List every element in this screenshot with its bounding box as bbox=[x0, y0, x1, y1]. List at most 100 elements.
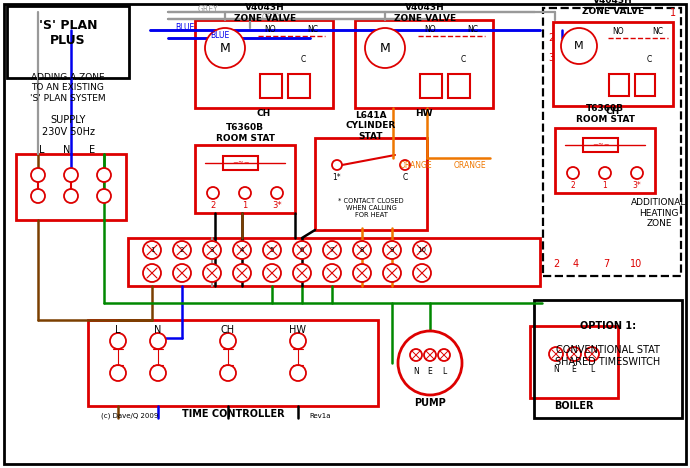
Circle shape bbox=[549, 347, 563, 361]
Bar bbox=[555, 128, 655, 193]
Circle shape bbox=[585, 347, 599, 361]
Circle shape bbox=[323, 241, 341, 259]
Text: 7: 7 bbox=[603, 259, 609, 269]
Bar bbox=[583, 138, 618, 152]
Circle shape bbox=[150, 365, 166, 381]
Text: 'S' PLAN
PLUS: 'S' PLAN PLUS bbox=[39, 19, 97, 47]
Text: 10: 10 bbox=[417, 247, 426, 253]
Circle shape bbox=[203, 264, 221, 282]
Circle shape bbox=[353, 264, 371, 282]
Circle shape bbox=[207, 187, 219, 199]
Text: L: L bbox=[590, 366, 594, 374]
Circle shape bbox=[424, 349, 436, 361]
Circle shape bbox=[293, 241, 311, 259]
Text: N: N bbox=[413, 366, 419, 375]
Text: CH: CH bbox=[606, 108, 620, 117]
Bar bbox=[543, 8, 681, 276]
Text: PUMP: PUMP bbox=[414, 398, 446, 408]
Bar bbox=[420, 74, 442, 98]
Circle shape bbox=[64, 168, 78, 182]
Bar bbox=[16, 154, 126, 220]
Text: 1: 1 bbox=[602, 181, 607, 190]
Circle shape bbox=[263, 241, 281, 259]
Text: T6360B
ROOM STAT: T6360B ROOM STAT bbox=[215, 123, 275, 143]
Circle shape bbox=[110, 333, 126, 349]
Circle shape bbox=[233, 241, 251, 259]
Text: V4043H
ZONE VALVE: V4043H ZONE VALVE bbox=[582, 0, 644, 16]
Circle shape bbox=[233, 264, 251, 282]
Bar bbox=[260, 74, 282, 98]
Text: C: C bbox=[460, 56, 466, 65]
Text: GREY: GREY bbox=[198, 6, 218, 15]
Text: L: L bbox=[115, 325, 121, 335]
Text: 2: 2 bbox=[553, 259, 559, 269]
Circle shape bbox=[400, 160, 410, 170]
Text: T6360B
ROOM STAT: T6360B ROOM STAT bbox=[575, 104, 635, 124]
Circle shape bbox=[353, 241, 371, 259]
Text: * CONTACT CLOSED
WHEN CALLING
FOR HEAT: * CONTACT CLOSED WHEN CALLING FOR HEAT bbox=[338, 198, 404, 218]
Text: NO: NO bbox=[612, 28, 624, 37]
Circle shape bbox=[438, 349, 450, 361]
Text: NC: NC bbox=[468, 25, 478, 35]
Circle shape bbox=[271, 187, 283, 199]
Bar bbox=[128, 238, 540, 286]
Circle shape bbox=[561, 28, 597, 64]
Text: V4043H
ZONE VALVE: V4043H ZONE VALVE bbox=[394, 3, 456, 23]
Text: N: N bbox=[553, 366, 559, 374]
Bar bbox=[88, 320, 378, 406]
Text: CH: CH bbox=[257, 110, 271, 118]
Circle shape bbox=[332, 160, 342, 170]
Text: V4043H
ZONE VALVE: V4043H ZONE VALVE bbox=[234, 3, 296, 23]
Circle shape bbox=[239, 187, 251, 199]
Bar bbox=[609, 74, 629, 96]
Circle shape bbox=[383, 241, 401, 259]
Text: 2: 2 bbox=[571, 181, 575, 190]
Text: 6: 6 bbox=[299, 247, 304, 253]
Circle shape bbox=[143, 241, 161, 259]
Text: M: M bbox=[219, 42, 230, 54]
Text: NC: NC bbox=[653, 28, 664, 37]
Circle shape bbox=[31, 168, 45, 182]
Circle shape bbox=[290, 333, 306, 349]
Circle shape bbox=[205, 28, 245, 68]
Bar bbox=[553, 22, 673, 106]
Text: ADDITIONAL
HEATING
ZONE: ADDITIONAL HEATING ZONE bbox=[631, 198, 687, 228]
Text: HW: HW bbox=[415, 110, 433, 118]
Text: ~≈~: ~≈~ bbox=[233, 160, 250, 166]
Circle shape bbox=[110, 365, 126, 381]
Text: (c) Dave/Q 2009: (c) Dave/Q 2009 bbox=[101, 413, 159, 419]
Text: 2: 2 bbox=[548, 33, 554, 43]
Text: BOILER: BOILER bbox=[554, 401, 594, 411]
Circle shape bbox=[220, 365, 236, 381]
Text: L: L bbox=[442, 366, 446, 375]
Text: OPTION 1:: OPTION 1: bbox=[580, 321, 636, 331]
Text: BLUE: BLUE bbox=[175, 23, 195, 32]
Text: NO: NO bbox=[424, 25, 436, 35]
Text: 3: 3 bbox=[548, 53, 554, 63]
Circle shape bbox=[97, 168, 111, 182]
Text: NC: NC bbox=[308, 25, 319, 35]
Text: 9: 9 bbox=[390, 247, 394, 253]
Text: N: N bbox=[63, 145, 70, 155]
Text: HW: HW bbox=[290, 325, 306, 335]
Circle shape bbox=[567, 347, 581, 361]
Circle shape bbox=[567, 167, 579, 179]
Text: ORANGE: ORANGE bbox=[400, 161, 433, 169]
Text: 2: 2 bbox=[210, 200, 215, 210]
Bar bbox=[534, 300, 682, 418]
Circle shape bbox=[599, 167, 611, 179]
Text: ~≈~: ~≈~ bbox=[592, 142, 610, 148]
Text: N: N bbox=[155, 325, 161, 335]
Text: C: C bbox=[647, 56, 651, 65]
Bar bbox=[315, 138, 427, 230]
Text: L641A
CYLINDER
STAT: L641A CYLINDER STAT bbox=[346, 111, 396, 141]
Text: 8: 8 bbox=[359, 247, 364, 253]
Text: 4: 4 bbox=[573, 259, 579, 269]
Bar bbox=[195, 20, 333, 108]
Bar bbox=[7, 6, 129, 78]
Circle shape bbox=[383, 264, 401, 282]
Text: 1: 1 bbox=[150, 247, 155, 253]
Text: M: M bbox=[574, 41, 584, 51]
Circle shape bbox=[97, 189, 111, 203]
Text: GREY: GREY bbox=[262, 13, 282, 22]
